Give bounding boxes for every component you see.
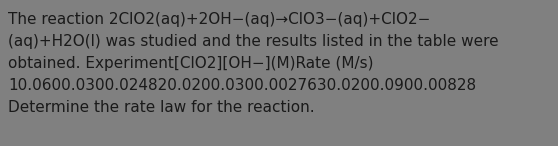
Text: obtained. Experiment[ClO2][OH−](M)Rate (M/s): obtained. Experiment[ClO2][OH−](M)Rate (… xyxy=(8,56,373,71)
Text: (aq)+H2O(l) was studied and the results listed in the table were: (aq)+H2O(l) was studied and the results … xyxy=(8,34,499,49)
Text: Determine the rate law for the reaction.: Determine the rate law for the reaction. xyxy=(8,100,315,115)
Text: The reaction 2ClO2(aq)+2OH−(aq)→ClO3−(aq)+ClO2−: The reaction 2ClO2(aq)+2OH−(aq)→ClO3−(aq… xyxy=(8,12,430,27)
Text: 10.0600.0300.024820.0200.0300.0027630.0200.0900.00828: 10.0600.0300.024820.0200.0300.0027630.02… xyxy=(8,78,476,93)
